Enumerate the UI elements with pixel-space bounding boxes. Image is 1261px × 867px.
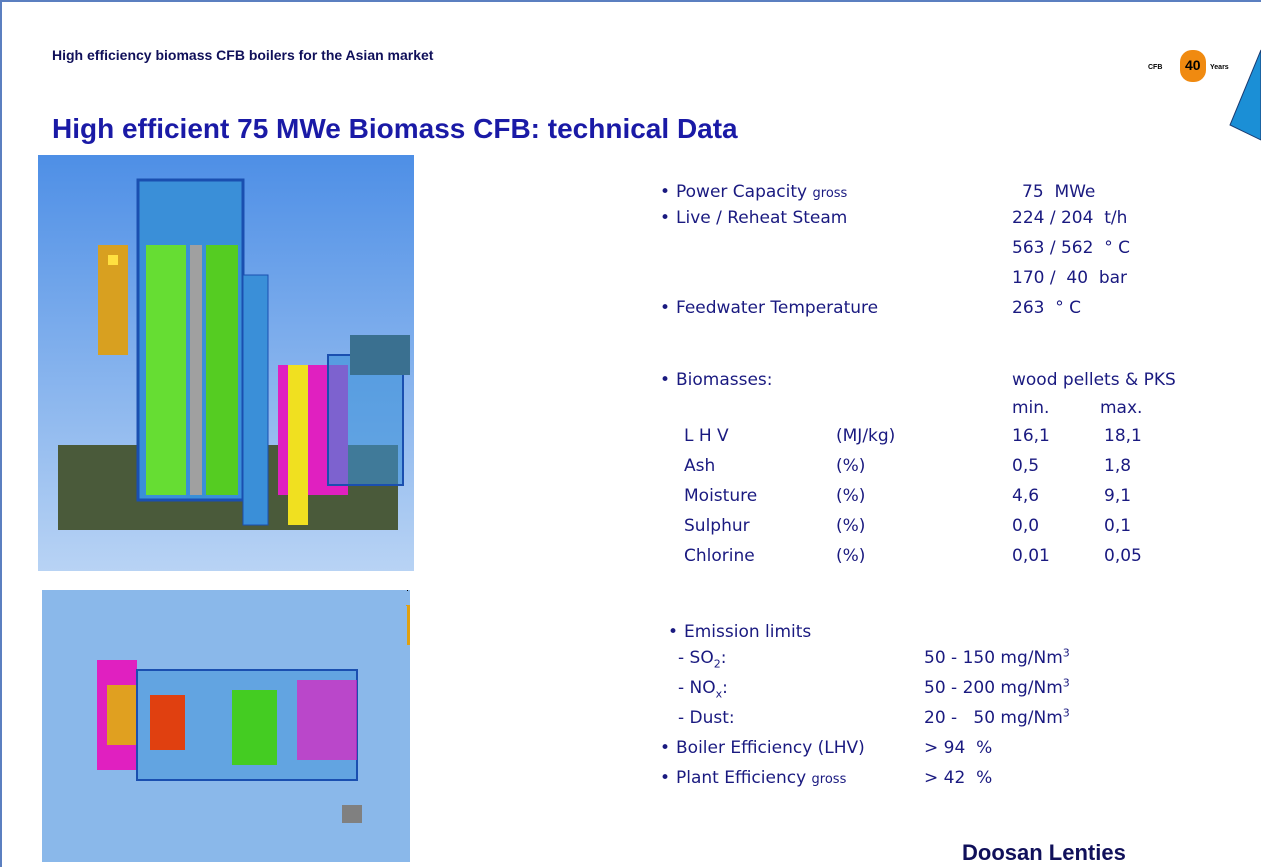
cell-value: (%) [836,516,865,536]
spec-text: Plant Efficiency [676,768,806,788]
emission-value-part: 50 - 200 mg/Nm [924,678,1063,698]
emission-value-part: 3 [1063,706,1070,719]
emission-name-part: - SO [678,648,714,668]
emission-name-part: 2 [714,657,721,670]
logo-right: Years [1210,64,1229,71]
column-header: max. [1100,398,1142,418]
spec-value: > 42 % [924,768,992,788]
emission-name: - SO2: [678,648,726,668]
emission-value-part: 20 - 50 mg/Nm [924,708,1063,728]
cell-value: 0,5 [1012,456,1039,476]
spec-value: > 94 % [924,738,992,758]
spec-value: 263 ° C [1012,298,1081,318]
emission-name-part: - NO [678,678,716,698]
emission-value: 50 - 200 mg/Nm3 [924,678,1070,698]
logo-left: CFB [1148,64,1162,71]
side-view-render [38,155,414,571]
spec-qualifier: gross [812,772,847,787]
slide-title: High efficient 75 MWe Biomass CFB: techn… [52,112,738,146]
cell-name: Chlorine [684,546,755,566]
spec-label: Emission limits [684,622,811,642]
spec-qualifier: gross [813,186,848,201]
spec-label: Plant Efficiency gross [676,768,846,790]
spec-value: 75 MWe [1022,182,1095,202]
cell-value: 0,0 [1012,516,1039,536]
cell-name: Sulphur [684,516,750,536]
spec-value: 563 / 562 ° C [1012,238,1130,258]
cell-value: 0,01 [1012,546,1050,566]
cell-value: (%) [836,546,865,566]
cell-value: 16,1 [1012,426,1050,446]
cell-value: (MJ/kg) [836,426,895,446]
corner-shape [1230,50,1261,140]
cell-value: 1,8 [1104,456,1131,476]
cell-name: Moisture [684,486,757,506]
cell-name: L H V [684,426,729,446]
spec-text: Power Capacity [676,182,807,202]
column-header: min. [1012,398,1049,418]
slide: High efficiency biomass CFB boilers for … [0,0,1261,867]
emission-value: 20 - 50 mg/Nm3 [924,708,1070,728]
spec-label: Boiler Efficiency (LHV) [676,738,865,758]
footer-brand: Doosan Lenties [962,840,1126,866]
cell-value: (%) [836,456,865,476]
emission-name-part: - Dust: [678,708,735,728]
emission-value-part: 50 - 150 mg/Nm [924,648,1063,668]
spec-label: Live / Reheat Steam [676,208,847,228]
cell-value: 0,1 [1104,516,1131,536]
cell-value: 18,1 [1104,426,1142,446]
emission-value-part: 3 [1063,646,1070,659]
spec-label: Biomasses: [676,370,773,390]
emission-name: - Dust: [678,708,735,728]
emission-name-part: : [721,648,727,668]
cell-value: 4,6 [1012,486,1039,506]
logo-number: 40 [1185,57,1201,73]
plan-view-render [42,590,410,862]
spec-value: 170 / 40 bar [1012,268,1127,288]
emission-value-part: 3 [1063,676,1070,689]
logo: CFB 40 Years [1140,40,1261,150]
spec-label: Power Capacity gross [676,182,847,204]
cell-value: 9,1 [1104,486,1131,506]
emission-name-part: : [722,678,728,698]
spec-value: 224 / 204 t/h [1012,208,1127,228]
cell-value: (%) [836,486,865,506]
emission-name: - NOx: [678,678,728,698]
header-subtitle: High efficiency biomass CFB boilers for … [52,45,433,65]
spec-label: Feedwater Temperature [676,298,878,318]
fuel-type: wood pellets & PKS [1012,370,1176,390]
cell-value: 0,05 [1104,546,1142,566]
cell-name: Ash [684,456,715,476]
emission-value: 50 - 150 mg/Nm3 [924,648,1070,668]
